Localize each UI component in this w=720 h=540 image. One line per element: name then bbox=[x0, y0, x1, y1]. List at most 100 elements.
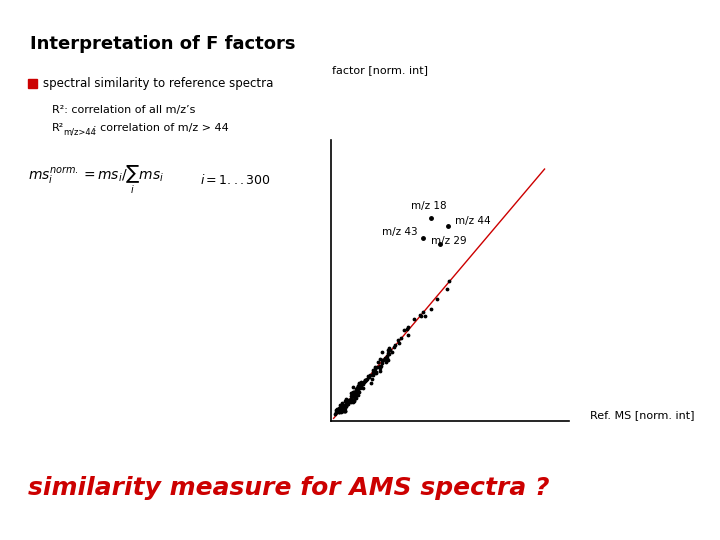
Point bbox=[361, 375, 373, 383]
Point bbox=[389, 341, 400, 350]
Point bbox=[354, 382, 366, 391]
Point bbox=[362, 371, 374, 380]
Point bbox=[336, 404, 347, 413]
Text: R²: correlation of all m/z’s: R²: correlation of all m/z’s bbox=[52, 105, 195, 115]
Point bbox=[366, 370, 378, 379]
Point bbox=[336, 407, 347, 416]
Point bbox=[359, 376, 371, 384]
Point bbox=[352, 384, 364, 393]
Point bbox=[351, 385, 362, 394]
Point bbox=[382, 349, 394, 357]
Point bbox=[381, 352, 392, 361]
Point bbox=[348, 389, 360, 398]
Point bbox=[330, 408, 341, 416]
Point bbox=[338, 403, 349, 412]
Text: $i = 1...300$: $i = 1...300$ bbox=[200, 173, 271, 187]
Point bbox=[346, 397, 357, 406]
Point bbox=[388, 343, 400, 352]
Point bbox=[348, 392, 360, 401]
Point bbox=[379, 354, 391, 363]
Point bbox=[350, 394, 361, 403]
Point bbox=[333, 403, 344, 412]
Point bbox=[350, 384, 361, 393]
Point bbox=[340, 395, 351, 404]
Point bbox=[351, 388, 362, 397]
Point bbox=[382, 346, 394, 355]
Point bbox=[384, 346, 395, 354]
Point bbox=[408, 314, 420, 323]
Point bbox=[387, 347, 398, 356]
Point bbox=[366, 374, 378, 383]
Point bbox=[343, 395, 355, 404]
Point bbox=[363, 373, 374, 382]
Point bbox=[382, 355, 394, 364]
Point bbox=[357, 384, 369, 393]
Point bbox=[346, 396, 358, 405]
Point bbox=[395, 333, 407, 342]
Point bbox=[338, 407, 350, 415]
Point bbox=[338, 404, 350, 413]
Point bbox=[367, 366, 379, 375]
Point bbox=[381, 353, 392, 362]
Point bbox=[338, 401, 349, 409]
Text: : correlation of m/z > 44: : correlation of m/z > 44 bbox=[93, 123, 229, 133]
Point bbox=[357, 379, 369, 388]
Text: Interpretation of F factors: Interpretation of F factors bbox=[30, 35, 295, 53]
Point bbox=[339, 407, 351, 415]
Text: m/z 29: m/z 29 bbox=[431, 235, 467, 246]
Point bbox=[353, 382, 364, 391]
Point bbox=[374, 362, 385, 370]
Point bbox=[343, 396, 354, 404]
Point bbox=[349, 388, 361, 397]
Point bbox=[418, 308, 429, 316]
Text: R²: R² bbox=[52, 123, 64, 133]
Point bbox=[425, 305, 436, 314]
Point bbox=[415, 312, 427, 321]
Point bbox=[331, 408, 343, 417]
Point bbox=[333, 407, 345, 416]
Point bbox=[373, 357, 384, 366]
Point bbox=[348, 388, 359, 396]
Point bbox=[375, 362, 387, 370]
Point bbox=[332, 404, 343, 413]
Point bbox=[402, 330, 413, 339]
Point bbox=[341, 401, 352, 410]
Point bbox=[342, 396, 354, 405]
Point bbox=[353, 381, 364, 390]
Point bbox=[339, 403, 351, 412]
Point bbox=[383, 349, 395, 358]
Text: $ms_i^{norm.} = ms_i/\sum_i ms_i$: $ms_i^{norm.} = ms_i/\sum_i ms_i$ bbox=[28, 164, 164, 196]
Point bbox=[351, 384, 362, 393]
Point bbox=[371, 368, 382, 377]
Point bbox=[356, 379, 368, 388]
Text: m/z 43: m/z 43 bbox=[382, 227, 418, 237]
Point bbox=[371, 363, 382, 372]
Point bbox=[348, 387, 360, 396]
Point bbox=[420, 312, 431, 320]
Point bbox=[338, 406, 349, 415]
Point bbox=[338, 404, 350, 413]
Point bbox=[399, 326, 410, 335]
Point bbox=[352, 390, 364, 399]
Point bbox=[346, 392, 358, 401]
Point bbox=[365, 379, 377, 387]
Point bbox=[330, 406, 341, 414]
Point bbox=[358, 378, 369, 387]
Point bbox=[346, 392, 357, 401]
Point bbox=[376, 348, 387, 356]
Point bbox=[377, 356, 389, 365]
Point bbox=[374, 363, 386, 372]
Point bbox=[377, 359, 388, 367]
Point bbox=[345, 395, 356, 403]
Point bbox=[359, 377, 371, 386]
Point bbox=[348, 397, 360, 406]
Point bbox=[352, 387, 364, 395]
Point bbox=[336, 404, 348, 413]
Point bbox=[374, 355, 385, 364]
Point bbox=[374, 363, 385, 372]
Point bbox=[334, 401, 346, 410]
Point bbox=[367, 367, 379, 376]
Point bbox=[333, 406, 345, 414]
Point bbox=[347, 397, 359, 406]
Point bbox=[348, 389, 359, 398]
